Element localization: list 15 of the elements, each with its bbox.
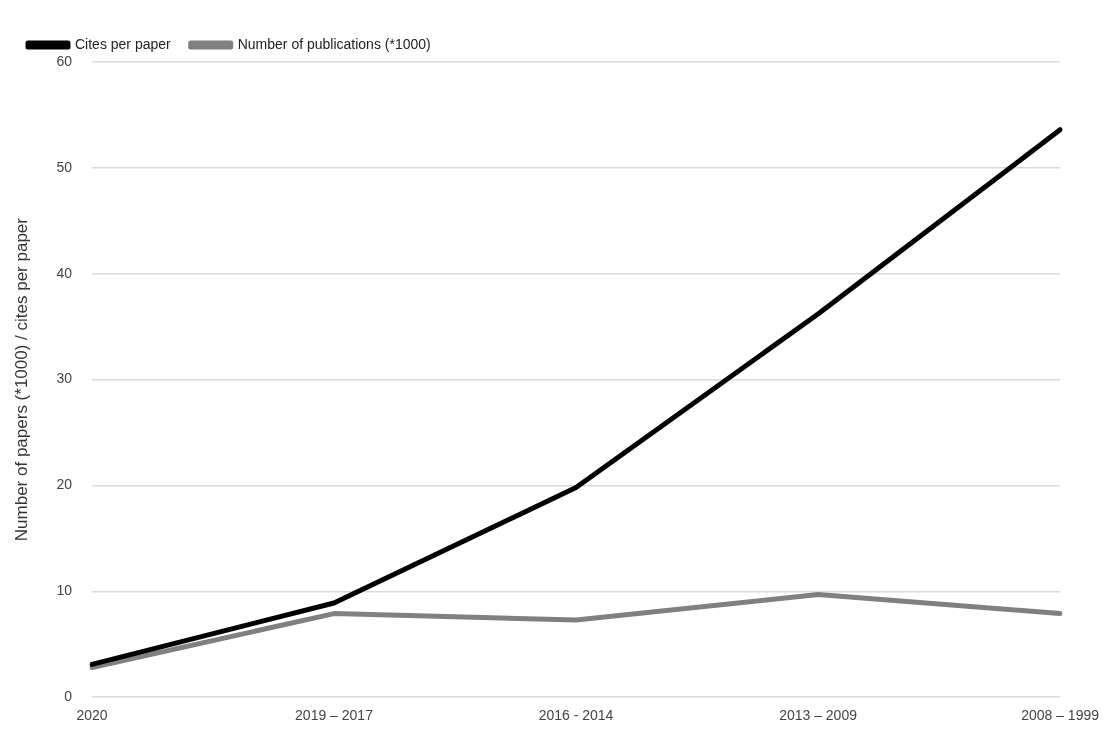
x-tick-label: 2016 - 2014 (538, 707, 614, 724)
x-tick-label: 2020 (76, 707, 108, 724)
y-tick-label: 30 (56, 370, 73, 387)
y-tick-label: 0 (64, 688, 73, 705)
y-tick-label: 20 (56, 476, 73, 493)
x-tick-label: 2019 – 2017 (295, 707, 374, 724)
y-tick-label: 50 (56, 158, 73, 175)
y-axis-title: Number of papers (*1000) / cites per paper (11, 217, 31, 542)
legend-label: Number of publications (*1000) (237, 35, 431, 52)
y-tick-label: 40 (56, 264, 73, 281)
x-tick-label: 2013 – 2009 (779, 707, 858, 724)
x-tick-label: 2008 – 1999 (1021, 707, 1100, 724)
y-tick-label: 60 (56, 52, 73, 69)
legend-label: Cites per paper (75, 35, 172, 52)
y-tick-label: 10 (56, 582, 73, 599)
